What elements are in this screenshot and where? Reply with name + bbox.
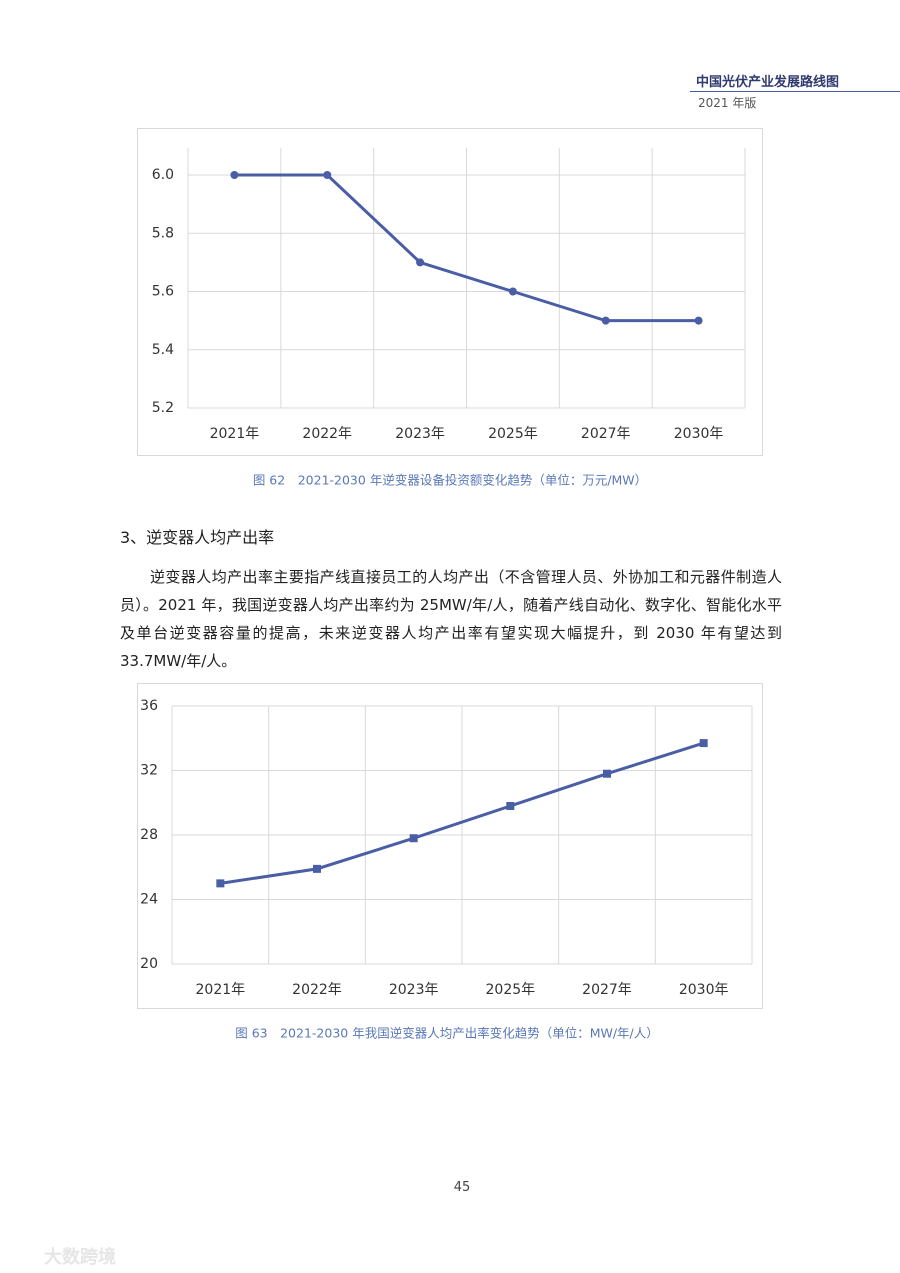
marker: [508, 287, 517, 296]
paragraph: 逆变器人均产出率主要指产线直接员工的人均产出（不含管理人员、外协加工和元器件制造…: [120, 568, 782, 670]
y-tick-label: 36: [140, 698, 158, 714]
marker: [216, 879, 225, 888]
y-tick-label: 32: [140, 763, 158, 779]
x-tick-label: 2030年: [674, 426, 724, 442]
line: [234, 173, 699, 323]
x-tick-label: 2023年: [389, 982, 439, 998]
marker: [601, 316, 610, 325]
page-number: 45: [453, 1180, 471, 1195]
y-tick-label: 20: [140, 956, 158, 972]
marker: [409, 834, 418, 843]
watermark: 大数跨境: [44, 1247, 116, 1268]
caption: 图 63 2021-2030 年我国逆变器人均产出率变化趋势（单位：MW/年/人…: [235, 1026, 659, 1041]
x-tick-label: 2021年: [210, 426, 260, 442]
x-tick-label: 2027年: [581, 426, 631, 442]
section-heading: 3、逆变器人均产出率: [120, 528, 275, 547]
marker: [323, 171, 332, 179]
x-tick-label: 2025年: [486, 982, 536, 998]
marker: [694, 316, 703, 325]
marker: [416, 258, 425, 267]
line: [220, 741, 705, 885]
marker: [506, 801, 515, 810]
x-tick-label: 2023年: [395, 426, 445, 442]
y-tick-label: 24: [140, 892, 158, 908]
header-edition: 2021 年版: [698, 96, 757, 110]
marker: [603, 769, 611, 778]
y-tick-label: 5.6: [152, 284, 174, 300]
x-tick-label: 2025年: [488, 426, 538, 442]
x-tick-label: 2030年: [679, 982, 729, 998]
y-tick-label: 6.0: [152, 167, 174, 183]
x-tick-label: 2022年: [302, 426, 352, 442]
chart-frame: [137, 128, 763, 456]
y-tick-label: 5.2: [152, 400, 174, 416]
x-tick-label: 2021年: [196, 982, 246, 998]
caption: 图 62 2021-2030 年逆变器设备投资额变化趋势（单位：万元/MW）: [253, 473, 647, 488]
marker: [313, 864, 321, 873]
y-tick-label: 28: [140, 827, 158, 843]
marker: [230, 171, 239, 179]
y-tick-label: 5.8: [152, 225, 174, 241]
x-tick-label: 2022年: [292, 982, 342, 998]
chart-frame: [137, 683, 763, 1009]
y-tick-label: 5.4: [152, 342, 174, 358]
header-rule: [690, 91, 900, 92]
x-tick-label: 2027年: [582, 982, 632, 998]
header-title: 中国光伏产业发展路线图: [696, 75, 840, 90]
marker: [699, 739, 708, 748]
